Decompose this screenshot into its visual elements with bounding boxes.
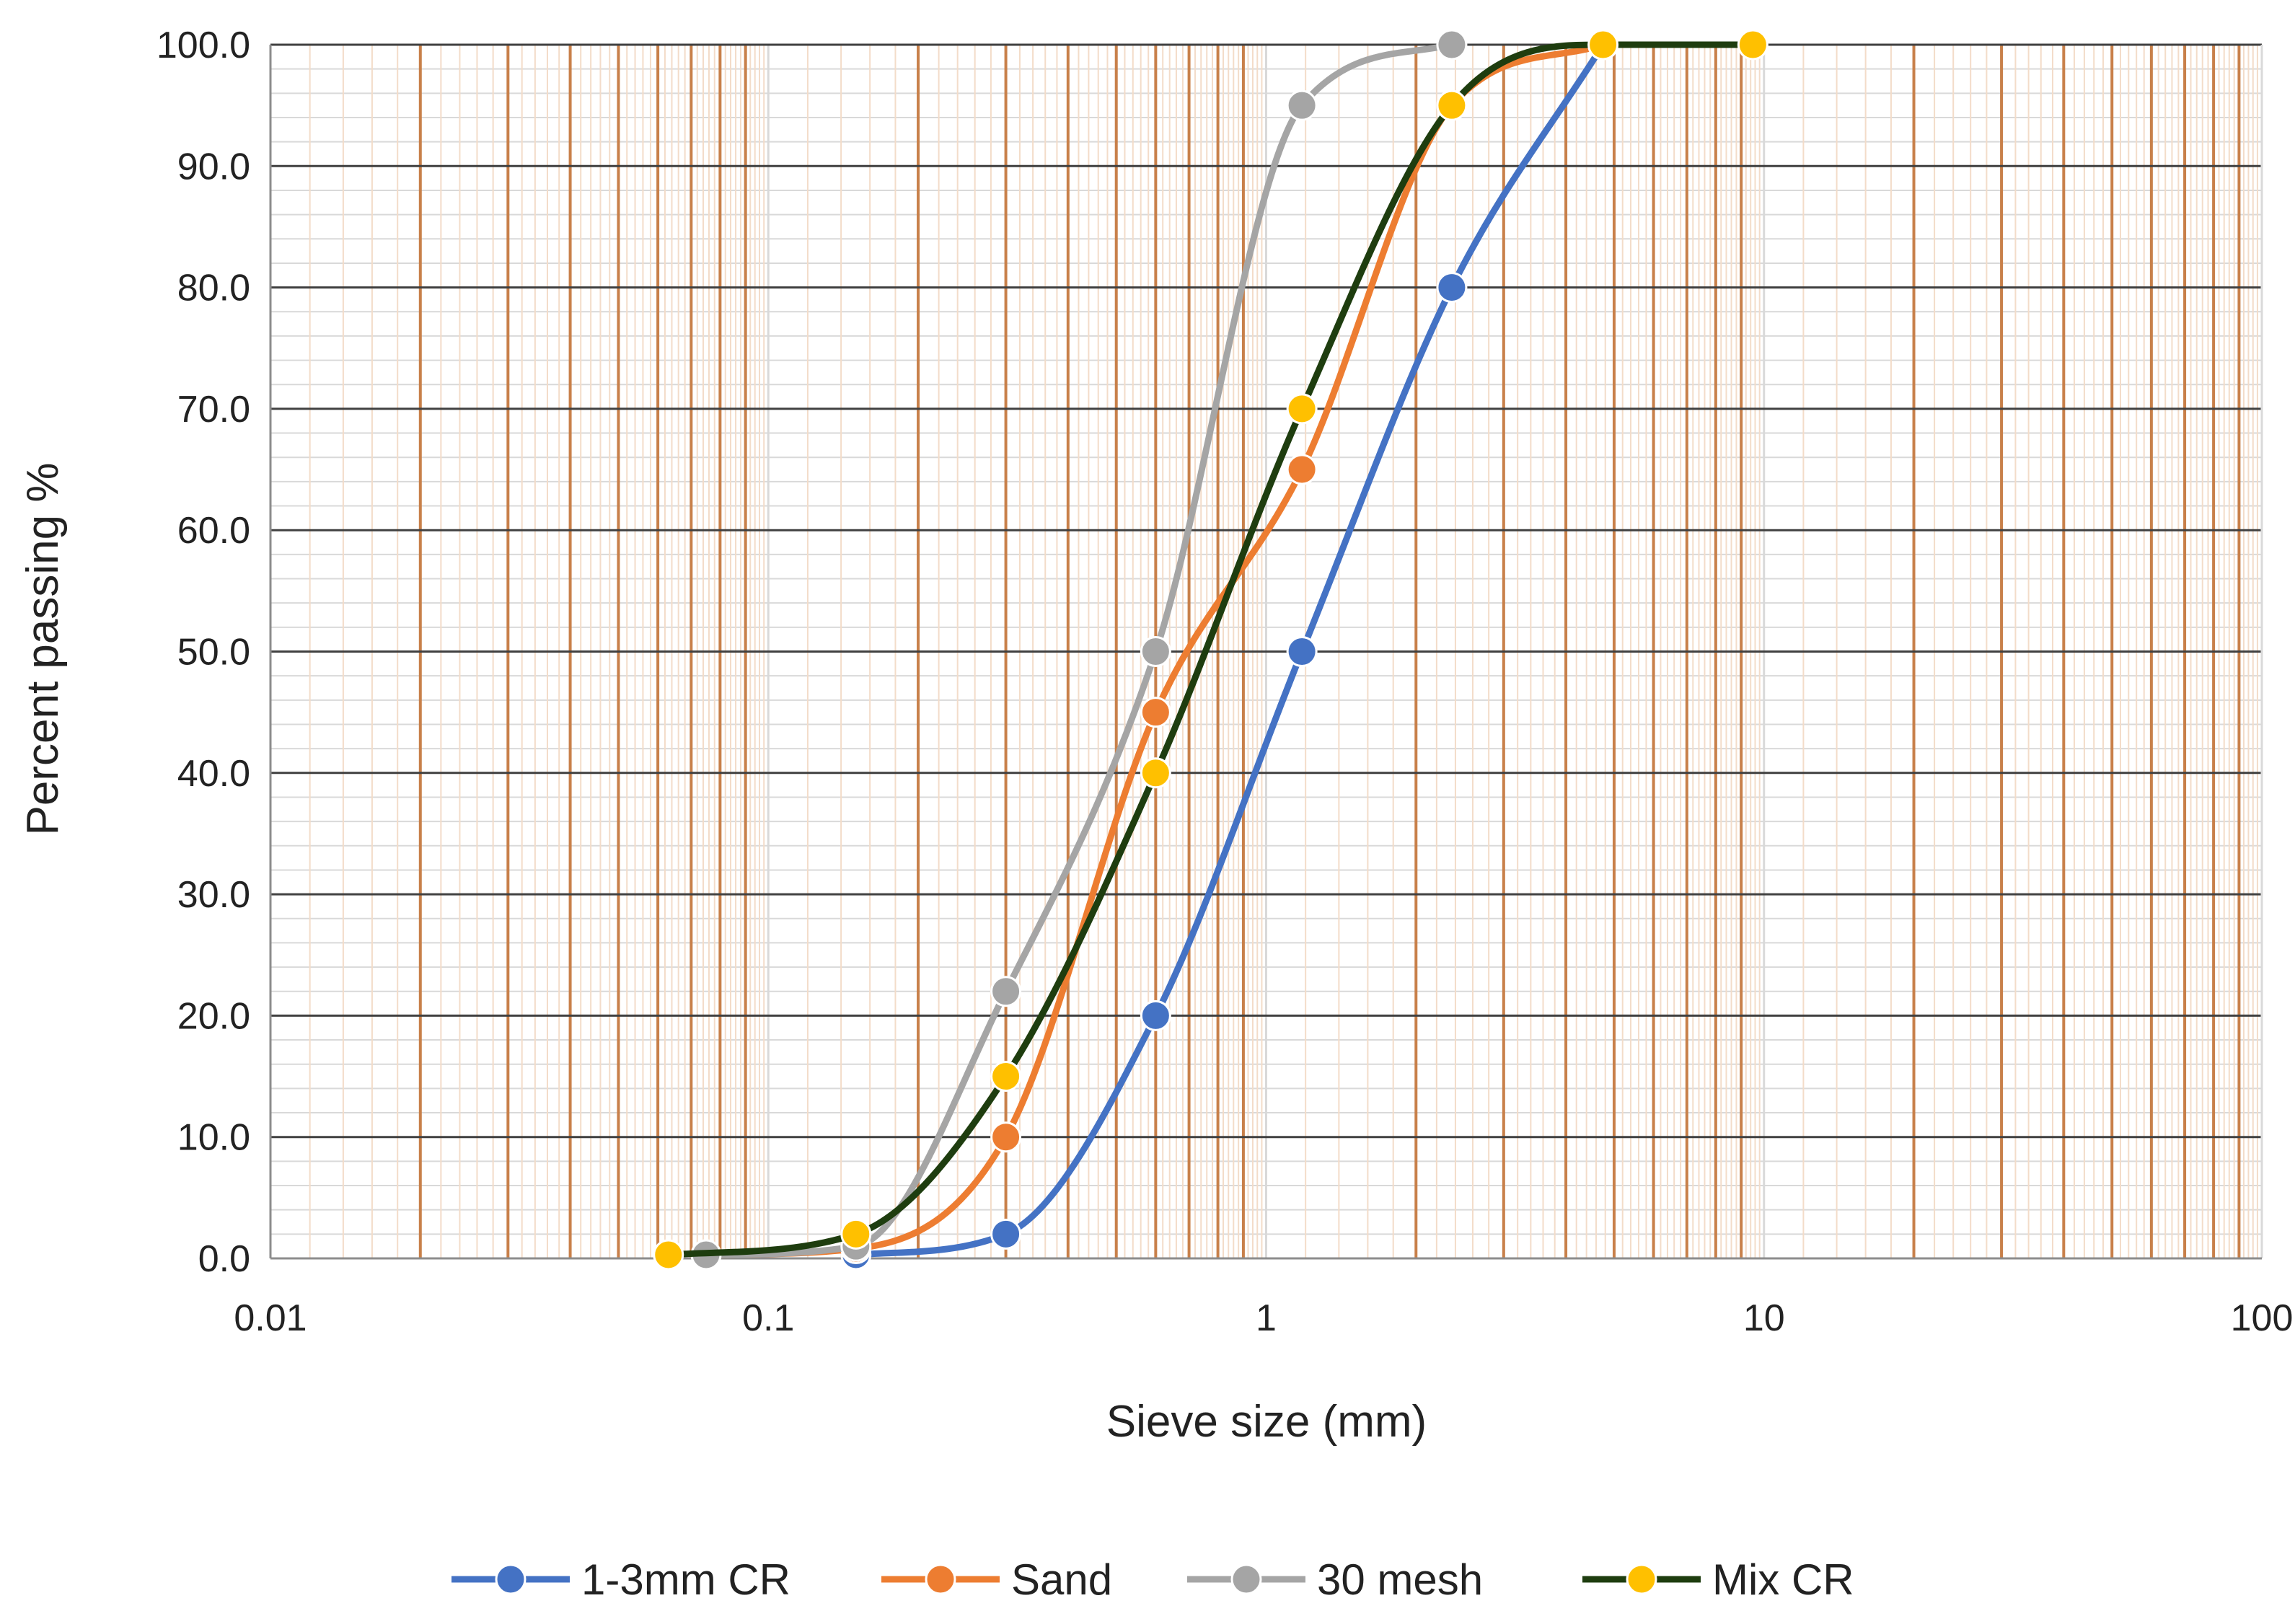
axes [269,45,2263,1260]
legend-swatch-marker [1230,1563,1262,1595]
y-tick-label: 50.0 [177,632,250,674]
data-point-sand [1286,454,1318,485]
x-tick-label: 10 [1743,1297,1785,1339]
y-tick-label: 30.0 [177,874,250,916]
x-tick-label: 100 [2231,1297,2294,1339]
data-point-mix-cr [1436,89,1468,121]
y-tick-label: 10.0 [177,1117,250,1159]
y-tick-label: 70.0 [177,389,250,431]
data-point-sand [1140,697,1171,728]
legend-item-mix-cr: Mix CR [1582,1555,1854,1604]
legend: 1-3mm CR Sand 30 mesh Mix CR [451,1555,1854,1604]
y-tick-label: 60.0 [177,510,250,552]
data-point-30-mesh [1140,636,1171,667]
series [653,29,1768,1271]
legend-item-30-mesh: 30 mesh [1187,1555,1483,1604]
legend-label: 30 mesh [1317,1555,1483,1604]
data-point-30-mesh [1436,29,1468,61]
data-point-mix-cr [1286,393,1318,425]
legend-swatch-marker [1626,1563,1657,1595]
series-mix-cr [653,29,1768,1271]
data-point-mix-cr [653,1239,684,1271]
tick-labels: 0.010.020.030.040.050.060.070.080.090.01… [157,25,2294,1339]
legend-swatch-marker [495,1563,527,1595]
data-point-1-3mm-cr [1286,636,1318,667]
data-point-mix-cr [1737,29,1768,61]
data-point-30-mesh [990,976,1022,1007]
x-tick-label: 1 [1256,1297,1277,1339]
y-tick-label: 20.0 [177,995,250,1037]
y-tick-label: 80.0 [177,268,250,309]
x-axis-title: Sieve size (mm) [1106,1397,1427,1447]
data-point-mix-cr [990,1061,1022,1093]
legend-item-sand: Sand [881,1555,1112,1604]
data-point-mix-cr [1140,757,1171,789]
data-point-sand [990,1121,1022,1153]
grid [269,43,2262,1260]
legend-swatch-marker [925,1563,956,1595]
data-point-mix-cr [1587,29,1619,61]
y-tick-label: 100.0 [157,25,250,66]
series-line-mix-cr [668,41,1753,1258]
legend-label: 1-3mm CR [581,1555,790,1604]
data-point-mix-cr [840,1218,872,1250]
legend-label: Mix CR [1712,1555,1854,1604]
data-point-1-3mm-cr [990,1218,1022,1250]
data-point-30-mesh [1286,89,1318,121]
y-tick-label: 90.0 [177,146,250,187]
legend-label: Sand [1011,1555,1112,1604]
y-tick-label: 0.0 [198,1238,250,1280]
y-tick-label: 40.0 [177,753,250,795]
legend-item-1-3mm-cr: 1-3mm CR [451,1555,790,1604]
x-tick-label: 0.1 [742,1297,794,1339]
x-tick-label: 0.01 [234,1297,307,1339]
data-point-1-3mm-cr [1436,272,1468,304]
data-point-1-3mm-cr [1140,999,1171,1031]
y-axis-title: Percent passing % [18,463,68,836]
